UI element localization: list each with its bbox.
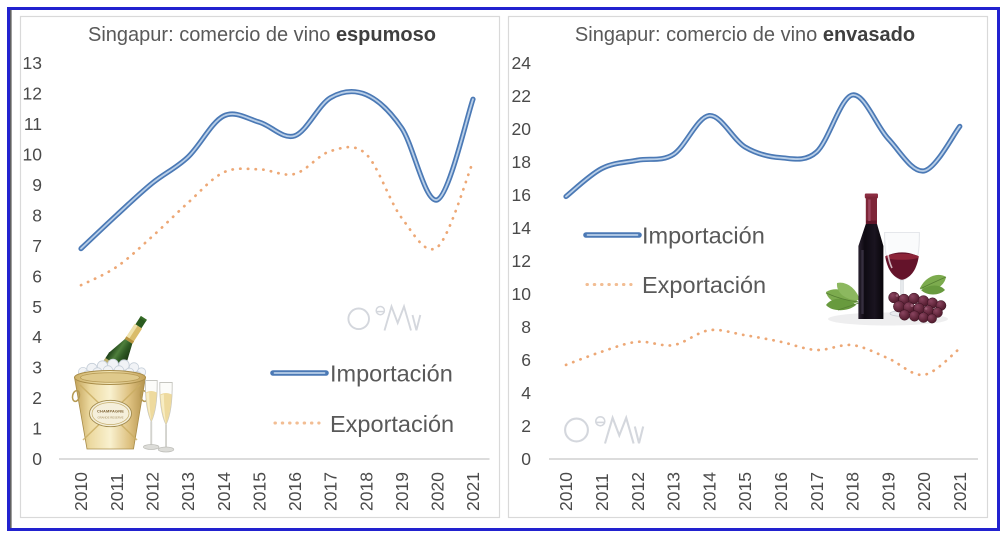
- svg-text:2: 2: [521, 416, 531, 436]
- svg-text:12: 12: [23, 83, 42, 103]
- svg-text:4: 4: [521, 383, 531, 403]
- svg-text:2014: 2014: [214, 472, 234, 511]
- svg-text:2017: 2017: [321, 472, 341, 511]
- svg-text:Exportación: Exportación: [642, 272, 766, 298]
- svg-text:14: 14: [512, 218, 532, 238]
- svg-text:0: 0: [32, 449, 42, 469]
- svg-text:3: 3: [32, 358, 42, 378]
- svg-text:5: 5: [32, 297, 42, 317]
- svg-text:7: 7: [32, 236, 42, 256]
- svg-text:18: 18: [512, 152, 531, 172]
- svg-text:12: 12: [512, 251, 531, 271]
- svg-text:8: 8: [521, 317, 531, 337]
- svg-text:2019: 2019: [392, 472, 412, 511]
- svg-text:2015: 2015: [249, 472, 269, 511]
- svg-text:4: 4: [32, 327, 42, 347]
- svg-text:9: 9: [32, 175, 42, 195]
- svg-text:20: 20: [512, 119, 532, 139]
- svg-text:22: 22: [512, 86, 531, 106]
- svg-text:2012: 2012: [628, 472, 648, 511]
- svg-text:Singapur: comercio de vino env: Singapur: comercio de vino envasado: [575, 24, 915, 46]
- svg-text:16: 16: [512, 185, 531, 205]
- svg-text:2013: 2013: [178, 472, 198, 511]
- svg-text:24: 24: [512, 53, 532, 73]
- svg-text:Singapur: comercio de vino esp: Singapur: comercio de vino espumoso: [88, 24, 436, 46]
- svg-text:2015: 2015: [735, 472, 755, 511]
- svg-text:2021: 2021: [950, 472, 970, 511]
- svg-text:6: 6: [32, 266, 42, 286]
- svg-text:10: 10: [23, 144, 43, 164]
- svg-text:8: 8: [32, 205, 42, 225]
- svg-text:2013: 2013: [664, 472, 684, 511]
- svg-text:2: 2: [32, 388, 42, 408]
- svg-text:2014: 2014: [699, 472, 719, 511]
- svg-text:2016: 2016: [285, 472, 305, 511]
- svg-text:2011: 2011: [107, 473, 127, 511]
- svg-text:2020: 2020: [428, 472, 448, 511]
- svg-text:0: 0: [521, 449, 531, 469]
- svg-text:2018: 2018: [356, 472, 376, 511]
- svg-text:11: 11: [24, 114, 42, 134]
- svg-text:2012: 2012: [143, 472, 163, 511]
- svg-text:2017: 2017: [807, 472, 827, 511]
- svg-text:10: 10: [512, 284, 532, 304]
- svg-text:2019: 2019: [878, 472, 898, 511]
- svg-text:CHAMPAGNE: CHAMPAGNE: [97, 409, 124, 414]
- svg-text:Importación: Importación: [330, 361, 453, 387]
- svg-text:2010: 2010: [556, 472, 576, 511]
- svg-text:2010: 2010: [71, 472, 91, 511]
- svg-text:Exportación: Exportación: [330, 411, 454, 437]
- svg-text:2021: 2021: [463, 472, 483, 511]
- svg-text:2011: 2011: [592, 473, 612, 511]
- svg-text:13: 13: [23, 53, 42, 73]
- svg-text:Importación: Importación: [642, 222, 765, 248]
- svg-text:2018: 2018: [843, 472, 863, 511]
- svg-text:GRANDE RESERVE: GRANDE RESERVE: [97, 416, 123, 420]
- svg-text:2016: 2016: [771, 472, 791, 511]
- svg-text:2020: 2020: [914, 472, 934, 511]
- svg-text:6: 6: [521, 350, 531, 370]
- svg-text:1: 1: [32, 419, 42, 439]
